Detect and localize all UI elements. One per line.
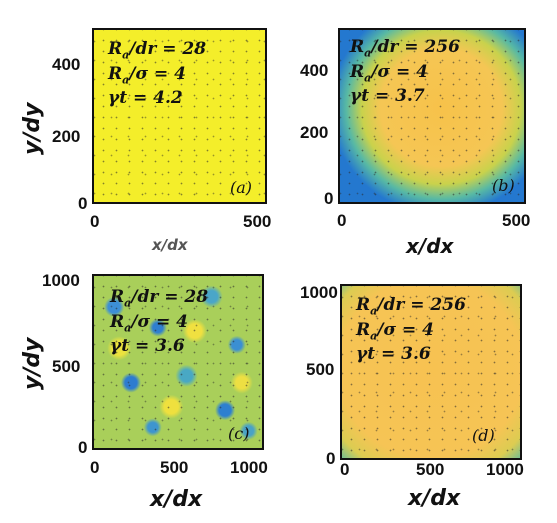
x-tick-0: 0 <box>340 460 350 479</box>
param-line-3: γt = 4.2 <box>108 88 183 109</box>
y-tick-0: 0 <box>78 194 88 213</box>
x-axis-label-d: x/dx <box>408 486 461 511</box>
params-block-c: Ra/dr = 28 Ra/σ = 4 γt = 3.6 <box>110 286 208 357</box>
y-axis-label-a: y/dy <box>20 102 45 155</box>
y-tick-200: 200 <box>52 127 81 146</box>
y-tick-0: 0 <box>326 449 336 468</box>
plot-area-a: Ra/dr = 28 Ra/σ = 4 γt = 4.2 (a) <box>92 28 267 204</box>
speckle-texture <box>342 286 520 458</box>
panel-b: Ra/dr = 256 Ra/σ = 4 γt = 3.7 (b) 400 20… <box>280 0 557 262</box>
params-block-d: Ra/dr = 256 Ra/σ = 4 γt = 3.6 <box>356 294 466 365</box>
param-line-2: Ra/σ = 4 <box>356 319 434 343</box>
param-line-3: γt = 3.7 <box>350 86 425 107</box>
y-tick-0: 0 <box>324 189 334 208</box>
params-block-b: Ra/dr = 256 Ra/σ = 4 γt = 3.7 <box>350 36 460 107</box>
param-line-1: Ra/dr = 256 <box>350 37 460 60</box>
speckle-texture <box>340 30 524 202</box>
y-tick-500: 500 <box>52 357 81 376</box>
x-axis-label-a: x/dx <box>152 236 188 254</box>
x-tick-0: 0 <box>90 212 100 231</box>
x-tick-0: 0 <box>90 458 100 477</box>
speckle-texture <box>94 276 262 448</box>
speckle-texture <box>94 30 265 202</box>
panel-d: Ra/dr = 256 Ra/σ = 4 γt = 3.6 (d) 1000 5… <box>280 262 557 523</box>
param-line-3: γt = 3.6 <box>110 336 185 357</box>
panel-tag-a: (a) <box>230 178 253 197</box>
param-line-2: Ra/σ = 4 <box>108 63 186 87</box>
params-block-a: Ra/dr = 28 Ra/σ = 4 γt = 4.2 <box>108 38 206 109</box>
panel-c: Ra/dr = 28 Ra/σ = 4 γt = 3.6 (c) 1000 50… <box>0 262 280 523</box>
x-tick-500: 500 <box>502 211 531 230</box>
y-tick-1000: 1000 <box>42 271 80 290</box>
plot-area-c: Ra/dr = 28 Ra/σ = 4 γt = 3.6 (c) <box>92 274 264 450</box>
panel-tag-c: (c) <box>228 424 250 443</box>
x-tick-1000: 1000 <box>230 458 268 477</box>
y-tick-200: 200 <box>300 123 329 142</box>
param-line-1: Ra/dr = 256 <box>356 295 466 318</box>
y-tick-0: 0 <box>78 438 88 457</box>
panel-a: Ra/dr = 28 Ra/σ = 4 γt = 4.2 (a) 400 200… <box>0 0 280 262</box>
y-tick-500: 500 <box>306 360 335 379</box>
y-tick-1000: 1000 <box>300 283 338 302</box>
param-line-1: Ra/dr = 28 <box>110 287 209 310</box>
param-line-2: Ra/σ = 4 <box>110 311 188 335</box>
plot-area-d: Ra/dr = 256 Ra/σ = 4 γt = 3.6 (d) <box>340 284 522 460</box>
x-tick-0: 0 <box>337 211 347 230</box>
x-tick-500: 500 <box>160 458 189 477</box>
y-tick-400: 400 <box>300 61 329 80</box>
plot-area-b: Ra/dr = 256 Ra/σ = 4 γt = 3.7 (b) <box>338 28 526 204</box>
x-axis-label-b: x/dx <box>406 234 454 258</box>
x-tick-500: 500 <box>416 460 445 479</box>
y-axis-label-c: y/dy <box>20 337 45 390</box>
x-tick-500: 500 <box>243 212 272 231</box>
param-line-3: γt = 3.6 <box>356 344 431 365</box>
panel-tag-b: (b) <box>492 176 515 195</box>
y-tick-400: 400 <box>52 55 81 74</box>
param-line-1: Ra/dr = 28 <box>108 39 207 62</box>
x-tick-1000: 1000 <box>486 460 524 479</box>
param-line-2: Ra/σ = 4 <box>350 61 428 85</box>
x-axis-label-c: x/dx <box>150 487 203 512</box>
panel-tag-d: (d) <box>472 426 495 445</box>
